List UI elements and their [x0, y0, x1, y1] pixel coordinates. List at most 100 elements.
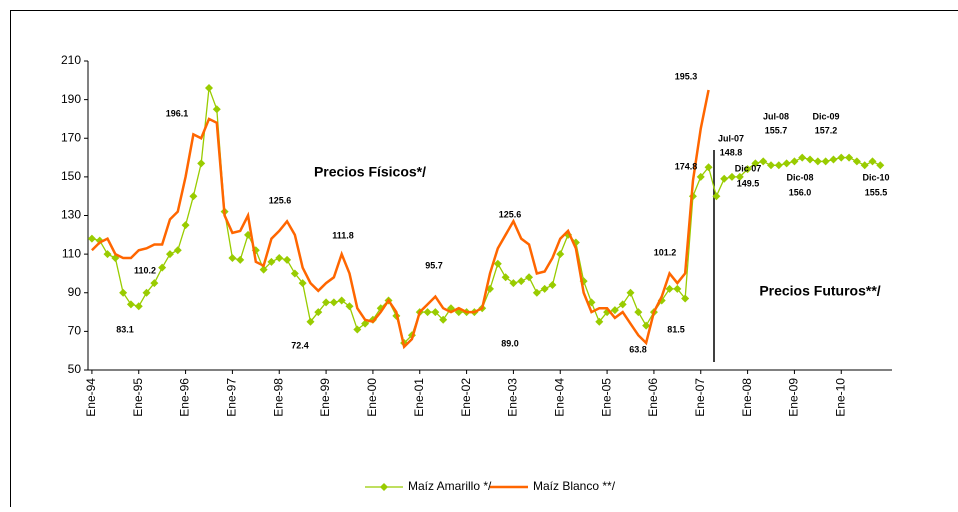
marker — [822, 157, 830, 165]
annotation: Jul-08 — [763, 111, 789, 121]
marker — [829, 155, 837, 163]
annotation: 156.0 — [789, 187, 812, 197]
marker — [798, 154, 806, 162]
legend-marker — [380, 483, 388, 491]
annotation: Dic-08 — [786, 172, 813, 182]
y-tick-label: 190 — [61, 92, 81, 106]
annotation: Jul-07 — [718, 133, 744, 143]
x-tick-label: Ene-08 — [740, 378, 754, 417]
x-tick-label: Ene-06 — [646, 378, 660, 417]
annotation: 155.7 — [765, 125, 788, 135]
annotation: 195.3 — [675, 71, 698, 81]
marker — [845, 154, 853, 162]
annotation: 149.5 — [737, 178, 760, 188]
marker — [236, 256, 244, 264]
marker — [228, 254, 236, 262]
marker — [166, 250, 174, 258]
marker — [541, 285, 549, 293]
annotation: 111.8 — [332, 230, 354, 240]
annotation: 89.0 — [501, 338, 519, 348]
x-tick-label: Ene-98 — [271, 378, 285, 417]
legend-label: Maíz Amarillo */ — [408, 479, 492, 493]
marker — [775, 161, 783, 169]
marker — [275, 254, 283, 262]
marker — [104, 250, 112, 258]
marker — [806, 155, 814, 163]
marker — [205, 84, 213, 92]
annotation: Precios Físicos*/ — [314, 164, 426, 180]
marker — [517, 277, 525, 285]
marker — [783, 159, 791, 167]
marker — [634, 308, 642, 316]
marker — [182, 221, 190, 229]
y-tick-label: 110 — [62, 246, 81, 260]
x-tick-label: Ene-00 — [365, 378, 379, 417]
marker — [556, 250, 564, 258]
x-tick-label: Ene-96 — [178, 378, 192, 417]
marker — [837, 154, 845, 162]
x-tick-label: Ene-10 — [833, 378, 847, 417]
y-tick-label: 70 — [68, 324, 82, 338]
marker — [283, 256, 291, 264]
annotation: Dic 07 — [735, 163, 762, 173]
marker — [790, 157, 798, 165]
annotation: Dic-10 — [862, 172, 889, 182]
marker — [424, 308, 432, 316]
marker — [330, 298, 338, 306]
x-tick-label: Ene-97 — [225, 378, 239, 417]
annotation: 155.5 — [865, 187, 888, 197]
marker — [213, 105, 221, 113]
annotation: 196.1 — [166, 108, 189, 118]
y-tick-label: 130 — [61, 208, 81, 222]
marker — [814, 157, 822, 165]
annotation: Precios Futuros**/ — [759, 283, 880, 299]
y-tick-label: 90 — [68, 285, 82, 299]
marker — [197, 159, 205, 167]
marker — [548, 281, 556, 289]
x-tick-label: Ene-02 — [459, 378, 473, 417]
marker — [533, 289, 541, 297]
marker — [88, 235, 96, 243]
x-tick-label: Ene-04 — [552, 378, 566, 417]
y-tick-label: 150 — [61, 169, 81, 183]
x-tick-label: Ene-03 — [506, 378, 520, 417]
y-tick-label: 170 — [61, 130, 81, 144]
annotation: 81.5 — [667, 324, 685, 334]
x-tick-label: Ene-01 — [412, 378, 426, 417]
marker — [868, 157, 876, 165]
annotation: 72.4 — [291, 340, 309, 350]
annotation: 63.8 — [629, 344, 647, 354]
x-tick-label: Ene-07 — [693, 378, 707, 417]
x-tick-label: Ene-09 — [787, 378, 801, 417]
annotation: 148.8 — [720, 147, 743, 157]
annotation: 174.8 — [675, 161, 698, 171]
marker — [127, 300, 135, 308]
marker — [189, 192, 197, 200]
annotation: Dic-09 — [812, 111, 839, 121]
x-tick-label: Ene-05 — [599, 378, 613, 417]
marker — [158, 264, 166, 272]
marker — [728, 173, 736, 181]
marker — [627, 289, 635, 297]
legend-label: Maíz Blanco **/ — [533, 479, 616, 493]
marker — [119, 289, 127, 297]
annotation: 83.1 — [116, 324, 134, 334]
annotation: 125.6 — [499, 209, 522, 219]
x-tick-label: Ene-94 — [84, 378, 98, 417]
marker — [720, 175, 728, 183]
annotation: 110.2 — [134, 265, 156, 275]
series-line — [92, 88, 880, 343]
marker — [861, 161, 869, 169]
annotation: 95.7 — [425, 260, 443, 270]
y-tick-label: 210 — [61, 53, 81, 67]
marker — [525, 273, 533, 281]
marker — [876, 161, 884, 169]
marker — [135, 302, 143, 310]
marker — [853, 157, 861, 165]
x-tick-label: Ene-95 — [131, 378, 145, 417]
annotation: 157.2 — [815, 125, 838, 135]
x-tick-label: Ene-99 — [318, 378, 332, 417]
y-tick-label: 50 — [68, 362, 82, 376]
annotation: 101.2 — [654, 247, 677, 257]
